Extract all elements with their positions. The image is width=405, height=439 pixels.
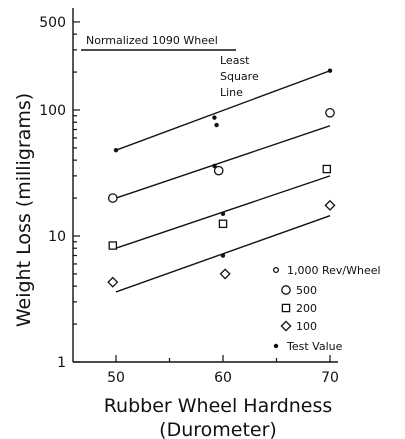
- data-point-series-0: [212, 115, 217, 120]
- data-point-test-value: [220, 211, 226, 217]
- legend: 1,000 Rev/Wheel 500 200 100 Test Value: [272, 264, 381, 353]
- data-point-series-2: [322, 164, 332, 174]
- x-axis-title: Rubber Wheel Hardness: [104, 395, 333, 417]
- data-point-series-3: [219, 268, 231, 280]
- data-point-series-1: [325, 107, 335, 118]
- annotation-line-2: Square: [220, 70, 259, 83]
- y-axis-title: Weight Loss (milligrams): [13, 93, 35, 327]
- annotation-line-1: Least: [220, 54, 250, 67]
- legend-label-200: 200: [296, 302, 317, 315]
- fit-line-1: [115, 125, 331, 199]
- data-point-series-2: [108, 241, 118, 250]
- annotation-line-3: Line: [220, 86, 243, 99]
- legend-label-1000: 1,000 Rev/Wheel: [287, 264, 381, 277]
- y-tick-label: 100: [39, 103, 66, 119]
- legend-marker-500: [281, 285, 291, 295]
- chart-title: Normalized 1090 Wheel: [86, 34, 218, 47]
- y-tick-label: 10: [48, 229, 66, 245]
- legend-marker-200: [281, 303, 291, 313]
- legend-label-100: 100: [296, 320, 317, 333]
- data-point-series-3: [324, 199, 336, 211]
- fit-line-0: [115, 70, 331, 151]
- x-tick-label: 70: [321, 370, 339, 386]
- legend-marker-test-value: [273, 343, 279, 349]
- x-axis-ticks: 50 60 70: [107, 355, 339, 386]
- data-point-series-1: [107, 193, 118, 203]
- x-tick-label: 60: [214, 370, 232, 386]
- y-tick-label: 1: [57, 355, 66, 371]
- legend-label-test-value: Test Value: [286, 340, 343, 353]
- data-point-series-0: [327, 68, 333, 73]
- y-axis-ticks: 1 10 100 500: [39, 15, 80, 371]
- legend-marker-1000: [272, 266, 280, 274]
- data-point-series-0: [113, 147, 119, 153]
- x-axis-subtitle: (Durometer): [159, 419, 277, 439]
- data-point-series-3: [107, 276, 119, 288]
- data-point-series-0: [214, 122, 219, 128]
- x-tick-label: 50: [107, 370, 125, 386]
- y-tick-label: 500: [39, 15, 66, 31]
- legend-marker-100: [280, 320, 292, 332]
- data-point-series-2: [218, 219, 228, 229]
- legend-label-500: 500: [296, 284, 317, 297]
- data-point-test-value: [220, 253, 226, 258]
- data-point-test-value: [212, 163, 217, 169]
- data-markers: [107, 68, 336, 288]
- data-point-series-1: [213, 165, 224, 176]
